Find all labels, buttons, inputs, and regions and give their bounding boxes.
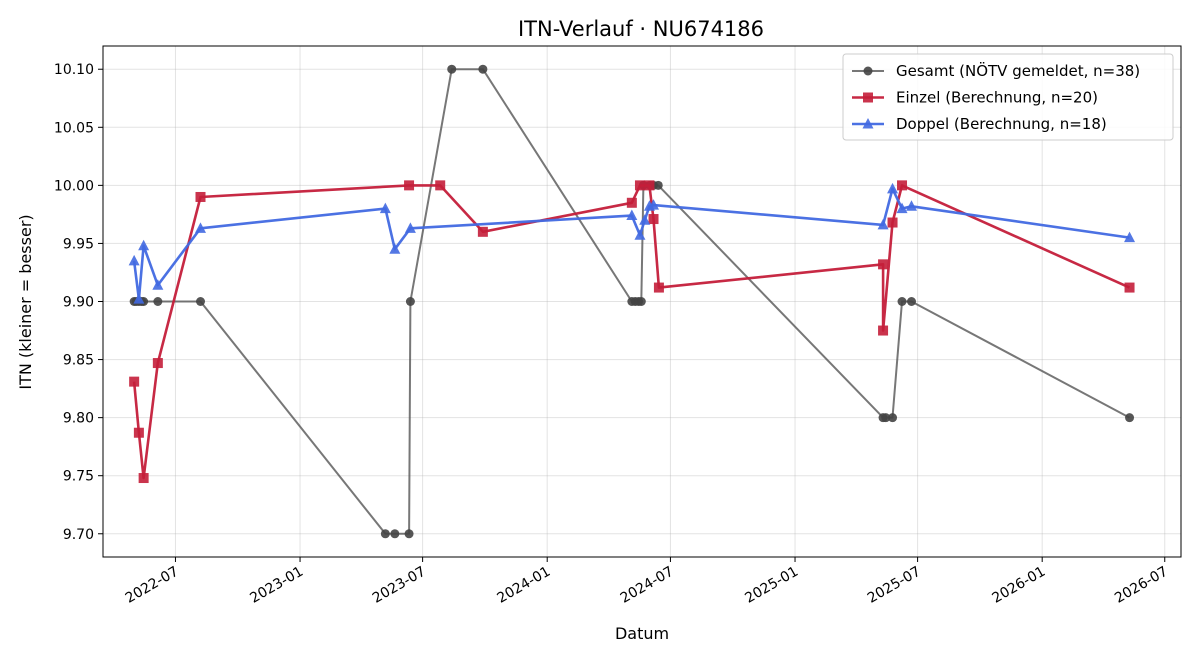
data-point	[404, 529, 414, 539]
data-point	[195, 191, 206, 202]
y-tick-label: 10.00	[54, 178, 94, 194]
legend-box	[842, 53, 1174, 141]
legend-marker	[863, 92, 873, 103]
legend-marker	[863, 66, 873, 76]
data-point	[897, 297, 907, 306]
data-point	[626, 197, 637, 208]
y-tick-label: 10.05	[54, 120, 94, 136]
y-tick-label: 10.10	[54, 62, 94, 78]
data-point	[626, 209, 638, 221]
data-point	[634, 180, 645, 191]
legend-label: Doppel (Berechnung, n=18)	[896, 115, 1107, 133]
data-point	[653, 180, 663, 190]
series-doppel	[128, 182, 1136, 304]
data-point	[887, 217, 898, 228]
data-point	[906, 200, 917, 211]
data-point	[644, 180, 655, 191]
y-axis-label: ITN (kleiner = besser)	[16, 214, 35, 389]
y-tick-label: 9.85	[63, 353, 94, 369]
data-point	[389, 243, 401, 254]
data-point	[447, 64, 457, 74]
data-point	[477, 226, 488, 237]
legend: Gesamt (NÖTV gemeldet, n=38) Einzel (Bere…	[842, 53, 1174, 141]
data-point	[636, 297, 646, 306]
data-point	[195, 222, 207, 233]
legend-marker	[862, 118, 874, 129]
data-point	[390, 529, 400, 539]
data-point	[478, 64, 488, 74]
data-point	[1125, 413, 1135, 423]
legend-item: Doppel (Berechnung, n=18)	[852, 115, 1107, 133]
data-point	[153, 297, 163, 306]
data-point	[379, 202, 391, 214]
data-point	[653, 282, 664, 293]
series-einzel	[129, 180, 1135, 484]
data-point	[138, 473, 149, 484]
data-point	[897, 180, 908, 191]
legend-item: Gesamt (NÖTV gemeldet, n=38)	[852, 61, 1140, 80]
data-point	[878, 259, 889, 270]
data-point	[152, 358, 163, 369]
data-point	[877, 218, 889, 230]
data-point	[1124, 282, 1135, 293]
data-point	[196, 297, 206, 306]
data-point	[133, 293, 145, 304]
data-point	[404, 180, 415, 191]
y-tick-label: 9.75	[63, 469, 94, 485]
data-point	[152, 279, 164, 290]
data-point	[888, 413, 898, 423]
data-point	[1124, 231, 1136, 243]
data-point	[887, 182, 899, 194]
data-point	[878, 325, 889, 336]
legend-label: Einzel (Berechnung, n=20)	[896, 89, 1098, 107]
y-tick-label: 9.90	[63, 295, 94, 311]
data-point	[404, 222, 416, 233]
data-point	[648, 214, 659, 225]
data-point	[907, 297, 916, 306]
data-point	[138, 239, 150, 251]
data-point	[129, 376, 140, 387]
data-point	[896, 202, 908, 214]
data-point	[405, 297, 415, 306]
y-tick-label: 9.70	[63, 527, 94, 543]
x-axis-label: Datum	[615, 624, 669, 643]
data-point	[128, 254, 140, 266]
legend-item: Einzel (Berechnung, n=20)	[852, 89, 1098, 107]
data-point	[133, 427, 144, 438]
y-tick-label: 9.80	[63, 411, 94, 427]
chart-title: ITN-Verlauf · NU674186	[518, 17, 764, 41]
data-point	[634, 229, 646, 240]
data-point	[380, 529, 390, 539]
data-point	[648, 199, 660, 210]
data-point	[435, 180, 446, 191]
y-tick-label: 9.95	[63, 236, 94, 252]
data-point	[881, 413, 891, 423]
series-layer	[128, 64, 1136, 539]
series-line	[132, 184, 1131, 480]
legend-label: Gesamt (NÖTV gemeldet, n=38)	[896, 61, 1140, 80]
data-point	[639, 214, 651, 225]
